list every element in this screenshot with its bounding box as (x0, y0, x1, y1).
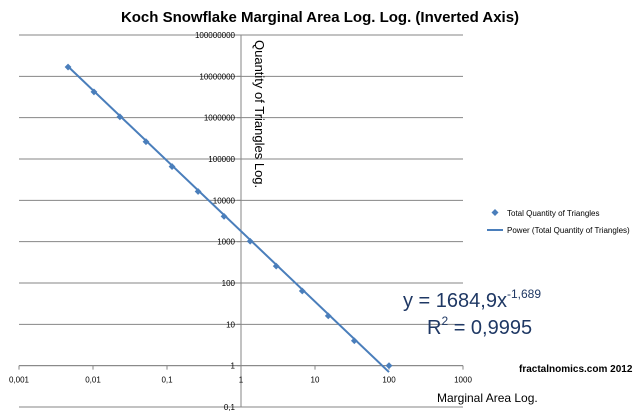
credit-text: fractalnomics.com 2012 (519, 364, 633, 375)
r-squared-label: R2 = 0,9995 (427, 314, 532, 339)
x-axis-label: Marginal Area Log. (437, 391, 538, 405)
data-point (324, 312, 332, 320)
equation-prefix: y = 1684,9x (403, 290, 507, 312)
x-tick-label: 100 (382, 376, 396, 385)
data-point (64, 63, 72, 71)
data-point (350, 337, 358, 345)
x-tick-label: 1000 (454, 376, 472, 385)
legend-item-trendline: Power (Total Quantity of Triangles) (487, 226, 630, 235)
chart-title: Koch Snowflake Marginal Area Log. Log. (… (120, 9, 520, 26)
data-point (116, 113, 124, 121)
y-tick-label: 10000000 (199, 72, 235, 81)
y-tick-label: 1000000 (204, 114, 236, 123)
x-tick-label: 10 (311, 376, 320, 385)
y-tick-label: 10000 (213, 196, 236, 205)
data-point (168, 163, 176, 170)
y-tick-label: 100 (222, 279, 236, 288)
r2-exponent: 2 (441, 314, 448, 328)
x-tick-labels: 0,001 0,01 0,1 1 10 100 1000 (9, 376, 472, 385)
data-point (142, 138, 150, 146)
data-point (385, 362, 393, 370)
r2-value: = 0,9995 (448, 317, 532, 339)
legend: Total Quantity of Triangles Power (Total… (487, 209, 630, 235)
legend-label-points: Total Quantity of Triangles (507, 209, 600, 218)
x-tick-label: 0,01 (85, 376, 101, 385)
data-point (220, 212, 228, 220)
y-tick-label: 100000000 (195, 31, 236, 40)
x-tick-label: 0,1 (161, 376, 173, 385)
y-tick-labels: 0,1 1 10 100 1000 10000 100000 1000000 10000000 1… (195, 31, 236, 412)
y-tick-label: 1 (231, 362, 236, 371)
equation-label: y = 1684,9x-1,689 (403, 287, 541, 312)
y-tick-label: 10 (226, 320, 235, 329)
x-tick-label: 0,001 (9, 376, 30, 385)
legend-item-points: Total Quantity of Triangles (491, 209, 600, 218)
data-point (194, 188, 202, 195)
data-point (246, 237, 254, 245)
data-point (90, 88, 98, 96)
axes (18, 34, 464, 408)
equation-exponent: -1,689 (507, 287, 541, 301)
y-axis-label: Quantity of Triangles Log. (252, 40, 267, 188)
legend-label-trendline: Power (Total Quantity of Triangles) (507, 226, 630, 235)
legend-diamond-icon (491, 209, 499, 216)
x-tick-label: 1 (239, 376, 244, 385)
data-point (298, 287, 306, 295)
y-tick-label: 1000 (217, 238, 235, 247)
y-tick-label: 100000 (208, 155, 235, 164)
y-tick-label: 0,1 (224, 403, 236, 412)
r2-prefix: R (427, 317, 441, 339)
data-point (272, 262, 280, 270)
data-points (64, 63, 393, 370)
